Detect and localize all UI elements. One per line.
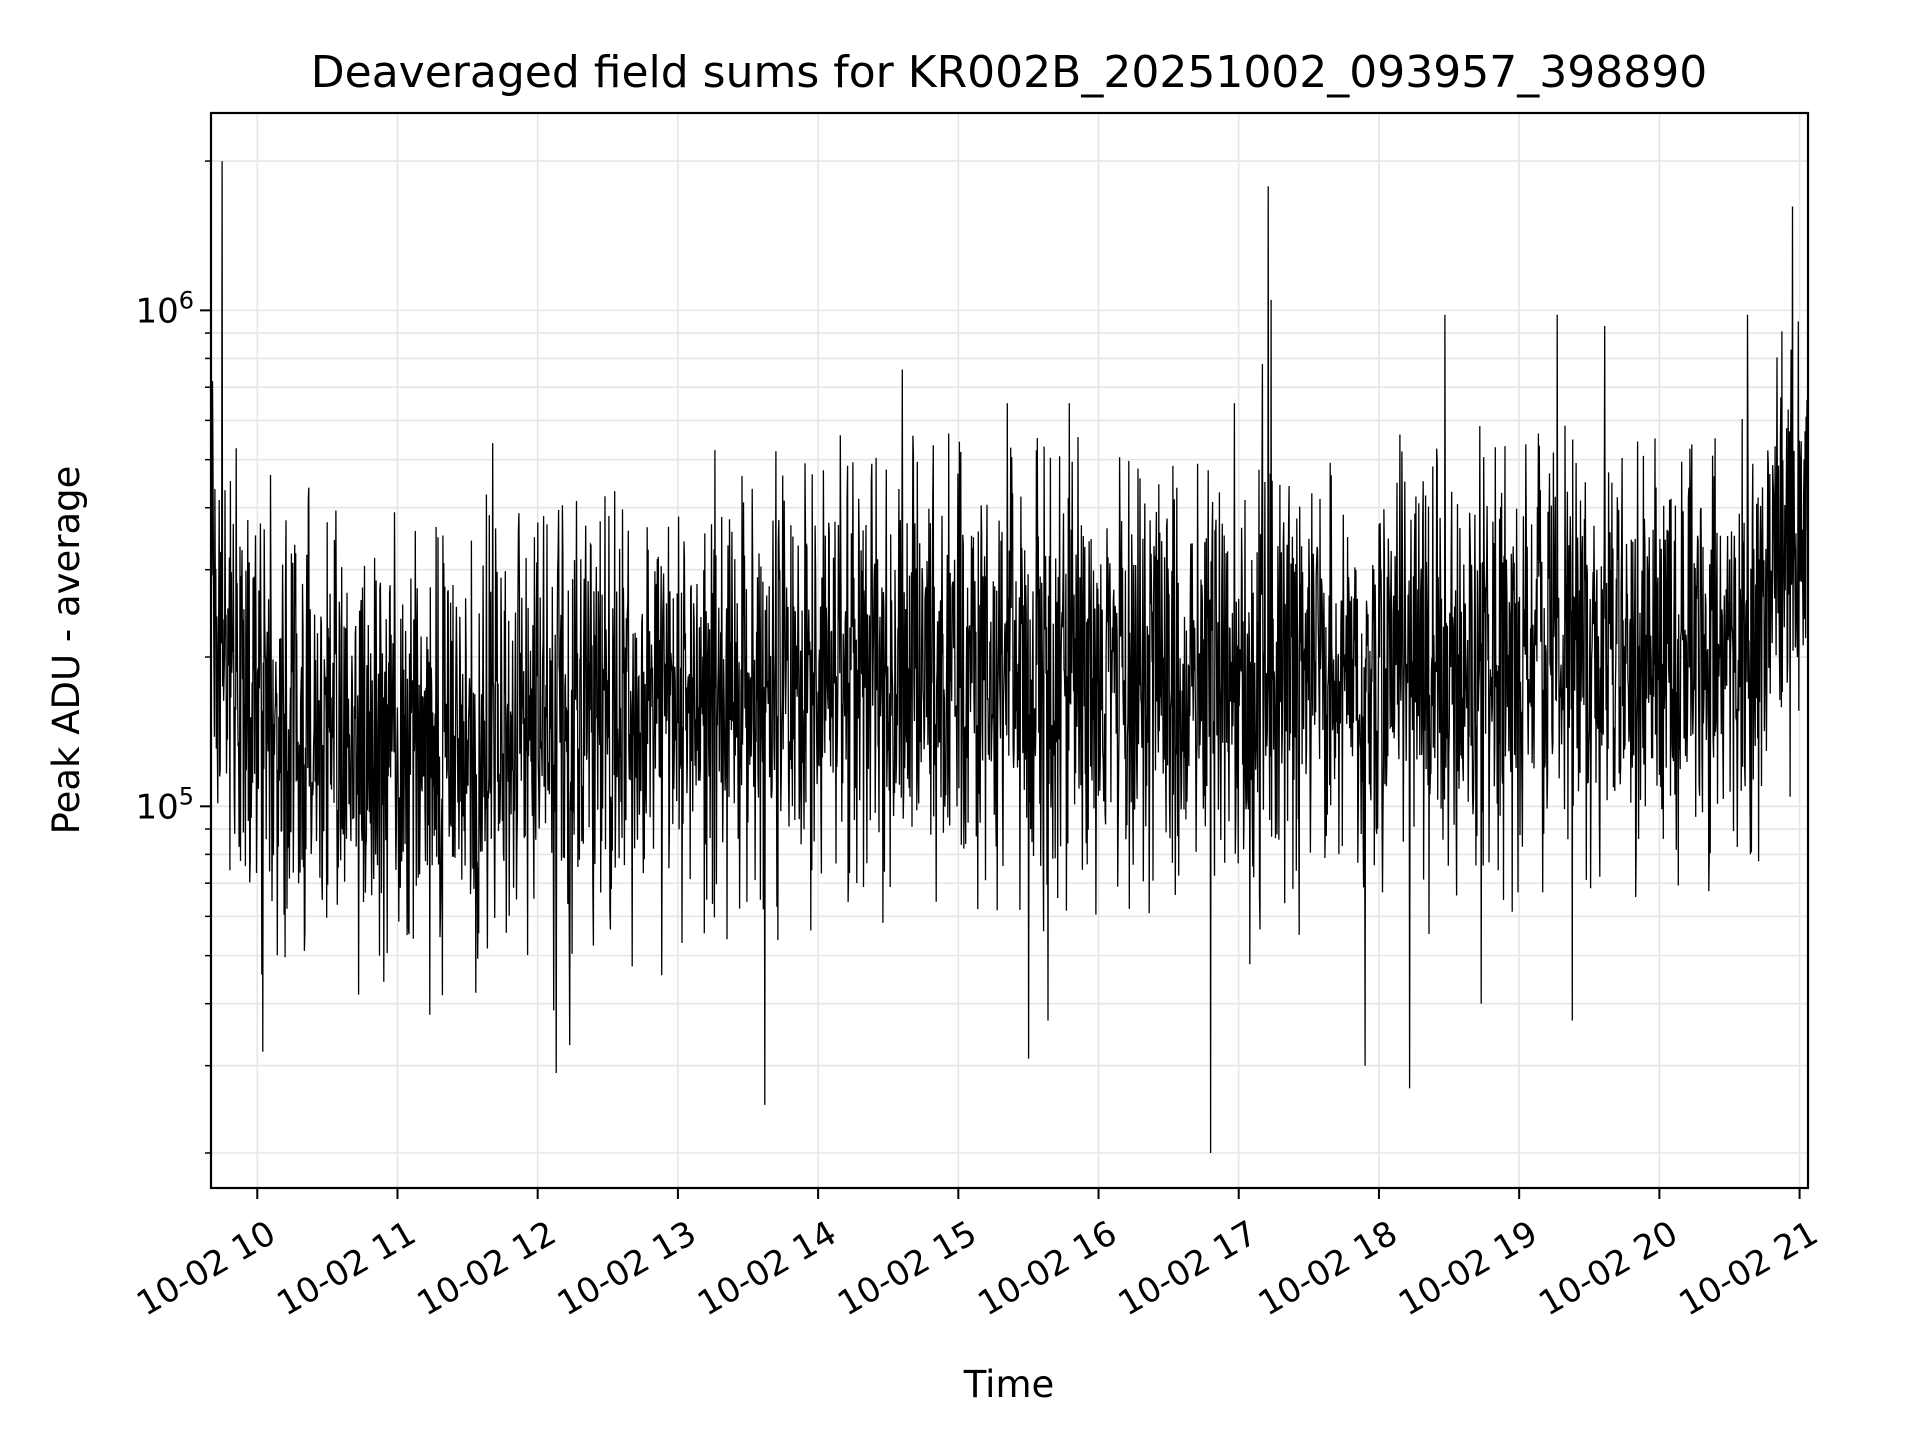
- x-axis-title: Time: [963, 1363, 1055, 1406]
- y-axis-ticks: 105 106: [135, 160, 211, 1154]
- plot-area: [210, 161, 1809, 1154]
- y-tick-label: 105: [135, 782, 194, 827]
- axes-frame: [209, 111, 1810, 1190]
- chart-title: Deaveraged field sums for KR002B_2025100…: [311, 47, 1707, 98]
- y-axis-title: Peak ADU - average: [45, 466, 88, 835]
- series-line: [210, 161, 1809, 1154]
- y-tick-label: 106: [135, 286, 194, 331]
